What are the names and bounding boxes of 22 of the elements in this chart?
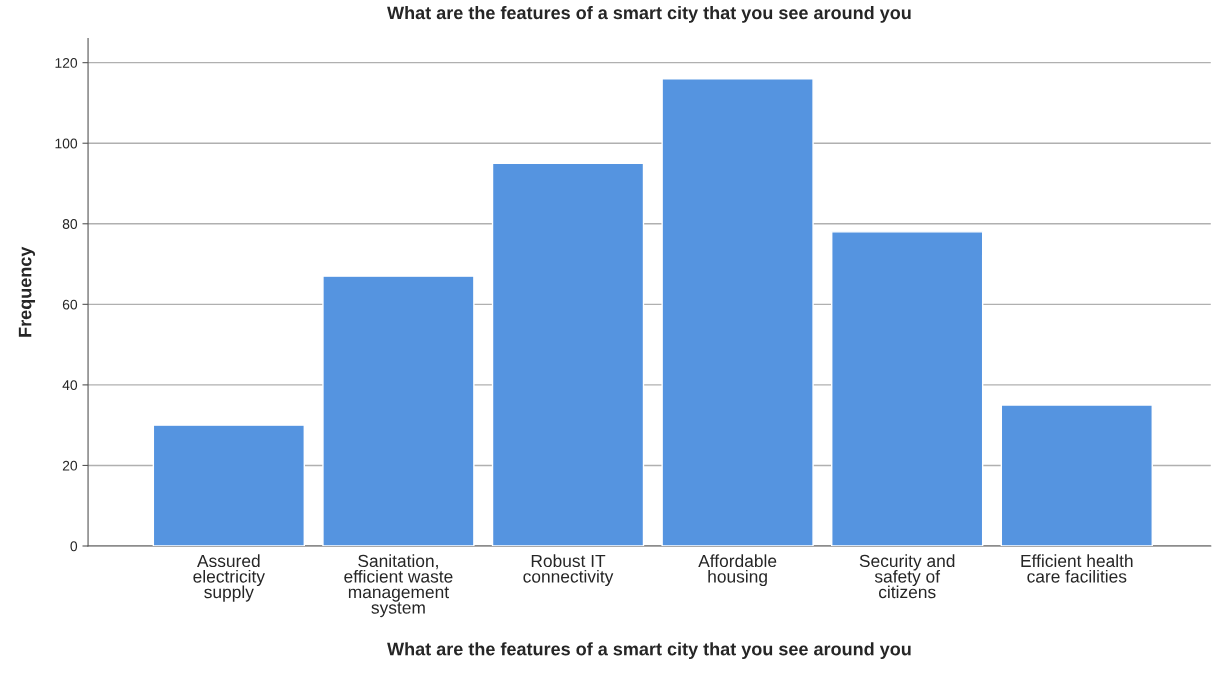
x-axis-title: What are the features of a smart city that you see around you [387,642,911,660]
x-tick-label: Affordable housing [698,554,777,587]
y-tick-label: 120 [55,58,78,68]
x-tick-label: Assured electricity supply [193,554,265,602]
x-tick-label: Robust IT connectivity [523,554,614,587]
chart-title: What are the features of a smart city that you see around you [387,5,911,23]
y-tick-label: 0 [70,541,78,552]
bar [152,424,305,546]
y-tick-label: 60 [62,299,78,310]
bar [491,162,645,546]
y-tick-label: 80 [62,219,78,229]
x-tick-label: Efficient health care facilities [1021,554,1133,583]
bar [1000,404,1153,546]
bar [322,275,475,546]
y-tick-label: 40 [62,380,78,391]
x-tick-label: Security and safety of citizens [859,554,955,599]
bar [661,78,814,546]
y-tick-label: 100 [55,138,78,149]
y-tick-label: 20 [62,460,78,471]
x-tick-label: Sanitation, efficient waste management system [344,554,453,618]
y-axis-title: Frequency [18,246,36,337]
bar [831,231,984,546]
